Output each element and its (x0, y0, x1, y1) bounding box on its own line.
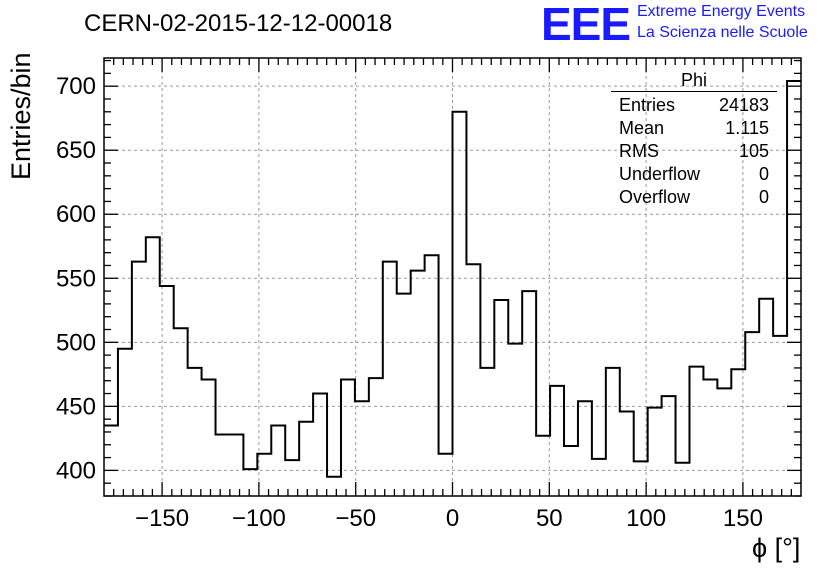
stats-value: 0 (758, 187, 769, 207)
x-axis-label: ϕ [°] (752, 533, 801, 563)
stats-value: 105 (738, 141, 769, 161)
histogram-series (104, 80, 801, 478)
y-tick-label: 700 (56, 73, 96, 100)
stats-label: Entries (619, 95, 676, 115)
stats-value: 0 (758, 164, 769, 184)
stats-label: Underflow (619, 164, 701, 184)
y-tick-label: 650 (56, 137, 96, 164)
y-axis-label: Entries/bin (6, 52, 36, 180)
stats-title: Phi (611, 70, 777, 92)
y-tick-label: 450 (56, 393, 96, 420)
logo-subtitle-line1: Extreme Energy Events (637, 3, 806, 20)
x-tick-label: 150 (723, 505, 763, 532)
x-tick-label: 0 (446, 505, 459, 532)
stats-row-overflow: Overflow 0 (611, 186, 777, 209)
x-tick-label: −50 (335, 505, 376, 532)
tick-labels: −150 −100 −50 0 50 100 150 400 450 500 550 600 650 70… (56, 73, 763, 532)
x-tick-label: 50 (536, 505, 563, 532)
plot-title: CERN-02-2015-12-12-00018 (84, 10, 393, 37)
stats-value: 1.115 (725, 118, 769, 138)
eee-logo: EEE (541, 0, 631, 50)
x-tick-label: 100 (626, 505, 666, 532)
stats-row-mean: Mean 1.115 (611, 117, 777, 140)
logo-subtitle-line2: La Scienza nelle Scuole (637, 24, 808, 41)
stats-box: Phi Entries 24183 Mean 1.115 RMS 105 Und… (611, 70, 777, 209)
x-tick-label: −150 (135, 505, 189, 532)
stats-label: Mean (619, 118, 665, 138)
stats-row-underflow: Underflow 0 (611, 163, 777, 186)
y-tick-label: 600 (56, 201, 96, 228)
axis-ticks (104, 58, 801, 497)
stats-row-entries: Entries 24183 (611, 94, 777, 117)
stats-row-rms: RMS 105 (611, 140, 777, 163)
y-tick-label: 550 (56, 265, 96, 292)
stats-value: 24183 (718, 95, 769, 115)
y-tick-label: 500 (56, 329, 96, 356)
y-tick-label: 400 (56, 457, 96, 484)
x-tick-label: −100 (232, 505, 286, 532)
stats-label: RMS (619, 141, 659, 161)
stats-label: Overflow (619, 187, 691, 207)
